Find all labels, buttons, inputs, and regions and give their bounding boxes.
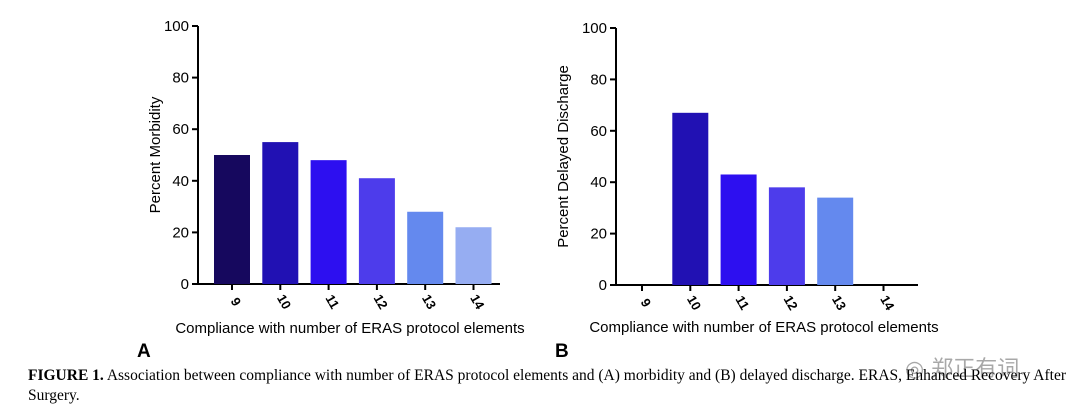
x-tick-label: 11	[733, 293, 753, 312]
x-tick-label: 14	[877, 293, 898, 314]
y-tick-label: 60	[590, 123, 607, 140]
x-axis-title: Compliance with number of ERAS protocol …	[175, 320, 524, 337]
y-tick-label: 40	[172, 173, 189, 190]
x-tick-label: 9	[228, 295, 245, 309]
panel-a-chart: 0 20 40 60 80 100 9 10 11 12 13 14 Percent Morbidity…	[147, 18, 525, 337]
y-tick-label: 20	[590, 226, 607, 243]
panel-b-chart: 0 20 40 60 80 100 9 10 11 12 13 14 Percent Delayed D…	[555, 20, 939, 336]
y-tick-label: 100	[582, 20, 607, 37]
y-tick-label: 80	[172, 70, 189, 87]
caption-text: Association between compliance with numb…	[28, 367, 1066, 404]
x-axis-title: Compliance with number of ERAS protocol …	[589, 319, 938, 336]
panel-a-letter: A	[137, 341, 151, 362]
x-tick-label: 10	[684, 293, 704, 313]
y-tick-label: 0	[181, 276, 189, 293]
x-tick-label: 13	[829, 293, 849, 313]
bar	[817, 197, 854, 285]
bar	[310, 160, 347, 284]
figure-caption: FIGURE 1. Association between compliance…	[28, 366, 1068, 406]
x-tick-label: 13	[419, 292, 439, 312]
x-tick-label: 10	[274, 292, 294, 312]
y-axis-title: Percent Morbidity	[147, 96, 164, 213]
y-tick-label: 100	[164, 18, 189, 35]
wechat-icon: ◎	[905, 357, 925, 382]
x-tick-label: 12	[781, 293, 801, 313]
y-tick-label: 0	[599, 277, 607, 294]
bar	[768, 187, 805, 285]
y-tick-label: 80	[590, 71, 607, 88]
watermark-text: 郑正有词	[931, 357, 1020, 382]
bar	[407, 211, 444, 284]
caption-label: FIGURE 1.	[28, 367, 104, 384]
watermark: ◎ 郑正有词	[905, 351, 1019, 383]
bar	[214, 155, 250, 284]
x-tick-label: 11	[323, 292, 343, 311]
y-tick-label: 20	[172, 224, 189, 241]
x-tick-label: 9	[638, 296, 655, 310]
y-tick-label: 60	[172, 121, 189, 138]
bar	[262, 142, 299, 284]
y-tick-label: 40	[590, 174, 607, 191]
panel-b-letter: B	[555, 341, 569, 362]
x-tick-label: 14	[467, 292, 488, 313]
bar	[455, 227, 492, 284]
bar	[358, 178, 395, 284]
bar	[672, 112, 709, 285]
bar	[720, 174, 757, 285]
x-tick-label: 12	[371, 292, 391, 312]
y-axis-title: Percent Delayed Discharge	[555, 65, 572, 248]
